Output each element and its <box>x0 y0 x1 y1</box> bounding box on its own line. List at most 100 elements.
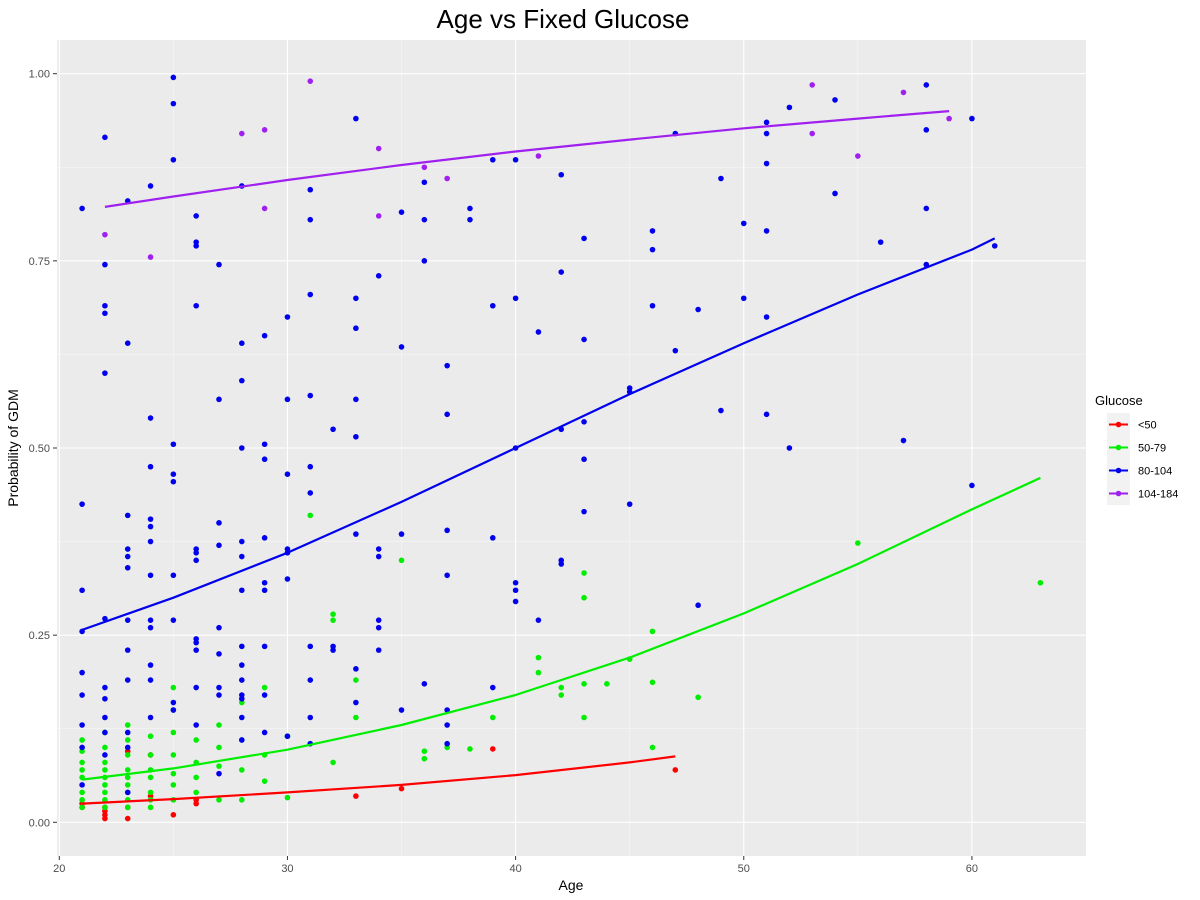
data-point <box>147 463 154 470</box>
data-point <box>581 594 587 601</box>
data-point <box>307 78 314 84</box>
data-point <box>261 729 268 736</box>
data-point <box>581 456 587 463</box>
data-point <box>421 179 428 186</box>
data-point <box>444 707 450 713</box>
data-point <box>147 617 154 623</box>
data-point <box>284 576 291 582</box>
data-point <box>79 501 85 507</box>
data-point <box>444 572 450 579</box>
data-point <box>307 643 314 650</box>
data-point <box>79 692 85 698</box>
data-point <box>216 763 222 769</box>
data-point <box>763 119 770 126</box>
data-point <box>489 714 496 721</box>
data-point <box>239 538 245 545</box>
data-point <box>170 699 177 706</box>
y-tick-label: 1.00 <box>29 69 50 81</box>
data-point <box>900 437 907 444</box>
data-point <box>124 737 131 743</box>
data-point <box>124 815 131 822</box>
data-point <box>170 812 177 818</box>
data-point <box>467 746 473 752</box>
data-point <box>558 692 565 698</box>
data-point <box>398 209 405 215</box>
data-point <box>124 722 131 728</box>
data-point <box>170 572 177 579</box>
data-point <box>124 729 131 736</box>
data-point <box>261 205 268 212</box>
data-point <box>946 115 952 122</box>
data-point <box>330 611 336 617</box>
data-point <box>353 699 359 706</box>
data-point <box>239 587 245 594</box>
data-point <box>261 332 268 339</box>
data-point <box>102 759 108 766</box>
data-point <box>102 782 108 788</box>
data-point <box>991 243 998 249</box>
data-point <box>330 647 336 653</box>
data-point <box>284 396 291 403</box>
data-point <box>239 553 245 560</box>
data-point <box>353 531 359 537</box>
data-point <box>79 804 85 811</box>
data-point <box>170 770 177 777</box>
data-point <box>239 797 245 803</box>
data-point <box>124 647 131 653</box>
data-point <box>467 205 473 212</box>
data-point <box>353 714 359 721</box>
data-point <box>170 100 177 107</box>
y-tick-label: 0.50 <box>29 443 50 455</box>
data-point <box>261 778 268 784</box>
data-point <box>421 216 428 223</box>
data-point <box>147 677 154 683</box>
data-point <box>307 463 314 470</box>
data-point <box>261 684 268 691</box>
data-point <box>900 89 907 96</box>
x-axis: 20 30 40 50 60 <box>53 856 978 875</box>
data-point <box>216 261 222 268</box>
data-point <box>170 684 177 691</box>
data-point <box>239 445 245 451</box>
data-point <box>102 797 108 803</box>
data-point <box>444 740 450 747</box>
data-point <box>170 782 177 788</box>
data-point <box>695 306 701 313</box>
series-3 <box>102 78 952 260</box>
y-tick-label: 0.25 <box>29 630 50 642</box>
y-tick-label: 0.00 <box>29 817 50 829</box>
data-point <box>216 520 222 526</box>
data-point <box>216 797 222 803</box>
data-point <box>284 314 291 320</box>
data-point <box>102 261 108 268</box>
data-point <box>170 441 177 448</box>
data-point <box>102 370 108 376</box>
data-point <box>809 130 816 137</box>
data-point <box>170 478 177 485</box>
data-point <box>330 617 336 623</box>
data-point <box>216 722 222 728</box>
data-point <box>353 433 359 440</box>
data-point <box>398 344 405 350</box>
data-point <box>535 669 542 676</box>
data-point <box>649 302 656 309</box>
legend-label: 50-79 <box>1138 443 1166 455</box>
data-point <box>695 602 701 609</box>
data-point <box>786 445 793 451</box>
data-point <box>489 746 496 752</box>
data-point <box>170 707 177 713</box>
data-point <box>763 228 770 234</box>
legend: Glucose <50 50-79 80-104 104-184 <box>1095 393 1178 505</box>
data-point <box>832 190 838 197</box>
data-point <box>284 794 291 801</box>
data-point <box>193 722 199 728</box>
data-point <box>239 695 245 702</box>
data-point <box>193 213 199 219</box>
data-point <box>581 235 587 242</box>
data-point <box>855 540 861 546</box>
data-point <box>79 205 85 212</box>
data-point <box>124 553 131 560</box>
data-point <box>102 804 108 811</box>
legend-label: <50 <box>1138 420 1157 432</box>
data-point <box>421 748 428 754</box>
